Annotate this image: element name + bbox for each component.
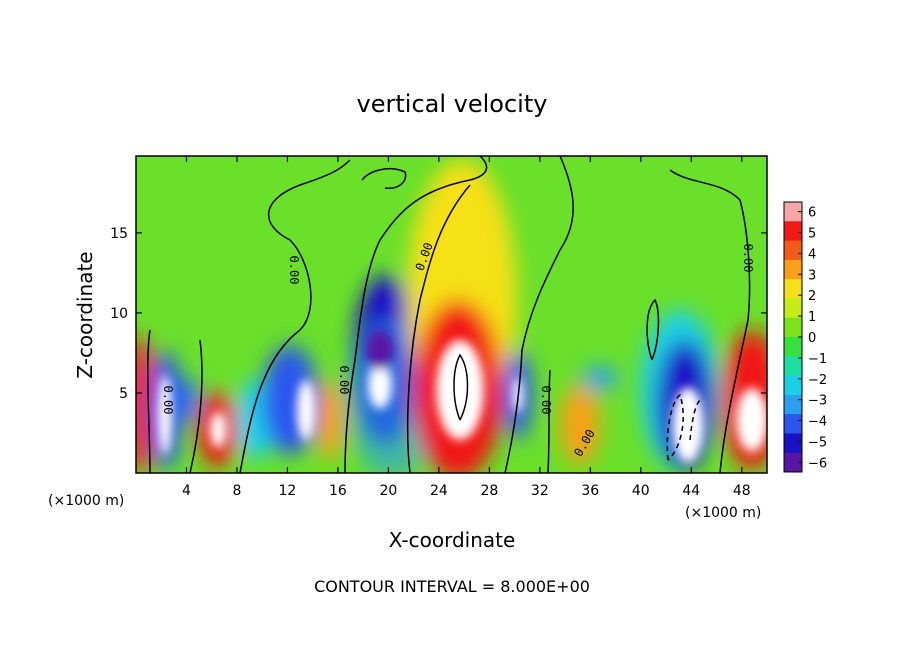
core-white-x6 xyxy=(210,412,226,448)
colorbar-swatch xyxy=(784,317,802,338)
colorbar-tick-label: −1 xyxy=(808,352,827,367)
core-white-x2 xyxy=(158,375,172,455)
y-axis-ticks: 5 10 15 xyxy=(110,226,767,402)
core-white-x44 xyxy=(672,387,704,463)
extreme-cores xyxy=(158,330,767,463)
core-white-x49 xyxy=(736,388,767,452)
contour-zero-1 xyxy=(147,329,151,473)
contour-zero-9 xyxy=(669,169,751,473)
colorbar-swatch xyxy=(784,202,802,222)
plot-frame xyxy=(135,155,768,474)
contour-lines xyxy=(147,156,751,473)
colorbar-swatch xyxy=(784,375,802,396)
colorbar-swatch xyxy=(784,298,802,319)
contour-neg-1 xyxy=(666,393,684,461)
colorbar-tick-label: 3 xyxy=(808,268,816,283)
contour-neg-2 xyxy=(689,399,701,441)
colorbar-swatch xyxy=(784,337,802,357)
y-tick-label: 15 xyxy=(110,226,128,242)
colorbar-swatch xyxy=(784,240,802,261)
colorbar-swatch xyxy=(784,433,802,454)
colorbar-tick-label: −6 xyxy=(808,456,827,471)
x-tick-label: 16 xyxy=(329,483,347,499)
colorbar-swatch xyxy=(784,394,802,415)
plot-area: 0.00 0.00 0.00 0.00 0.00 0.00 0.00 xyxy=(136,156,767,473)
x-tick-label: 12 xyxy=(279,483,297,499)
x-tick-label: 36 xyxy=(581,483,599,499)
contour-interval-note: CONTOUR INTERVAL = 8.000E+00 xyxy=(314,577,590,596)
x-unit-right: (×1000 m) xyxy=(685,505,761,521)
core-purple-x19 xyxy=(366,330,394,370)
colorbar-tick-label: −5 xyxy=(808,435,827,450)
colorbar-tick-label: 4 xyxy=(808,247,816,262)
chart-title: vertical velocity xyxy=(357,90,548,118)
x-tick-label: 48 xyxy=(733,483,751,499)
contour-label: 0.00 xyxy=(337,366,351,395)
x-axis-label: X-coordinate xyxy=(389,528,516,552)
colorbar-swatch xyxy=(784,259,802,280)
colorbar-tick-label: 2 xyxy=(808,289,816,304)
core-white-x19 xyxy=(368,361,392,409)
contour-zero-8 xyxy=(646,298,660,361)
contour-zero-2 xyxy=(189,339,203,473)
contour-label: 0.00 xyxy=(539,386,553,415)
colorbar-swatch xyxy=(784,414,802,434)
x-tick-label: 24 xyxy=(430,483,448,499)
y-tick-label: 5 xyxy=(119,386,128,402)
contour-zero-5 xyxy=(406,184,471,473)
x-tick-label: 32 xyxy=(531,483,549,499)
colorbar-swatch xyxy=(784,356,802,377)
updraft-x34 xyxy=(560,385,600,465)
updraft-x14 xyxy=(316,380,344,460)
y-tick-label: 10 xyxy=(110,306,128,322)
contour-zero-3 xyxy=(239,159,351,473)
colorbar-tick-label: 0 xyxy=(808,331,816,346)
y-axis-label: Z-coordinate xyxy=(73,251,97,378)
colorbar-tick-label: −2 xyxy=(808,373,827,388)
x-tick-label: 8 xyxy=(232,483,241,499)
x-tick-label: 20 xyxy=(379,483,397,499)
contour-label: 0.00 xyxy=(161,386,175,415)
x-axis-ticks: 4 8 12 16 20 24 28 32 36 40 44 48 xyxy=(182,156,751,499)
colorbar-swatch xyxy=(784,279,802,299)
contour-zero-7 xyxy=(547,369,551,473)
colorbar-tick-label: 5 xyxy=(808,227,816,242)
colorbar: 6 5 4 3 2 1 0 −1 −2 −3 −4 −5 −6 xyxy=(783,201,827,473)
downdraft-x37 xyxy=(582,366,618,390)
colorbar-tick-label: 6 xyxy=(808,206,816,221)
x-tick-label: 4 xyxy=(182,483,191,499)
x-tick-label: 40 xyxy=(632,483,650,499)
contour-zero-11 xyxy=(361,168,407,189)
colorbar-swatch xyxy=(784,452,802,473)
downdraft-x4 xyxy=(176,378,200,422)
x-unit-left: (×1000 m) xyxy=(48,493,124,509)
colorbar-tick-label: 1 xyxy=(808,310,816,325)
colorbar-tick-label: −4 xyxy=(808,415,827,430)
contour-label: 0.00 xyxy=(287,256,301,285)
contour-zero-4 xyxy=(344,156,488,473)
x-tick-label: 28 xyxy=(480,483,498,499)
contour-label: 0.00 xyxy=(741,244,755,273)
core-white-x13 xyxy=(297,380,315,440)
contour-zero-10 xyxy=(453,353,469,421)
contour-zero-6 xyxy=(504,156,574,473)
colorbar-swatch xyxy=(784,221,802,242)
x-tick-label: 44 xyxy=(682,483,700,499)
colorbar-tick-label: −3 xyxy=(808,394,827,409)
core-white-x25 xyxy=(436,340,484,440)
velocity-field xyxy=(136,160,767,473)
